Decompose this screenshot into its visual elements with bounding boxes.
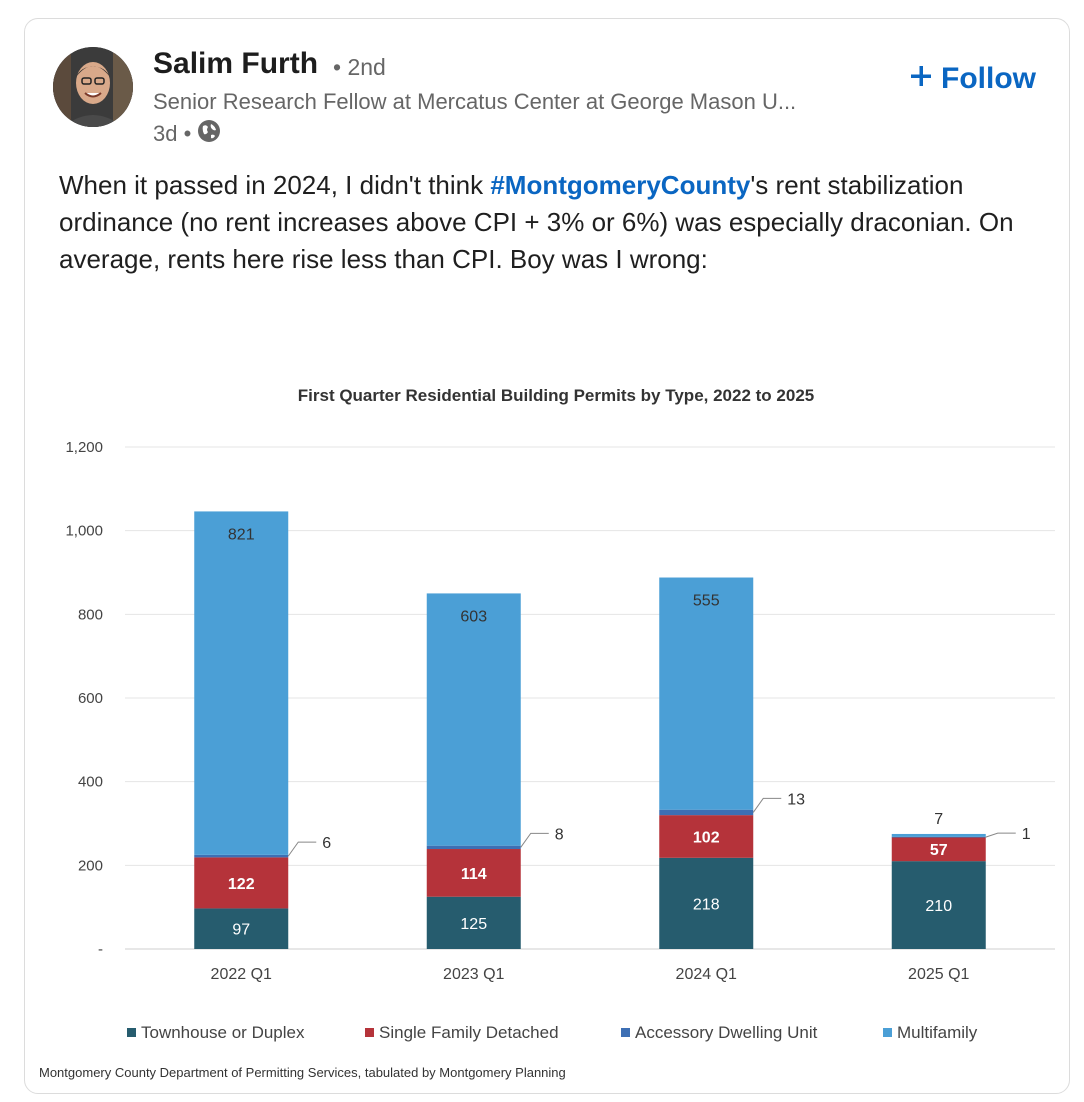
data-label: 57	[930, 842, 948, 859]
data-label: 13	[787, 791, 805, 808]
bar-segment	[426, 845, 521, 850]
y-tick-label: 1,000	[65, 523, 103, 540]
bar-segment	[891, 837, 986, 862]
leader-line	[287, 841, 317, 857]
leader-line	[752, 797, 782, 813]
bar-segment	[891, 836, 986, 838]
chart-legend: Townhouse or Duplex Single Family Detache…	[127, 1023, 978, 1042]
post-text-end: 's rent stabilization ordinance (no rent…	[59, 170, 1014, 274]
data-label: 821	[228, 526, 255, 543]
legend-swatch	[883, 1028, 892, 1037]
plus-icon	[909, 62, 933, 96]
globe-icon	[197, 119, 221, 149]
permits-chart: First Quarter Residential Building Permi…	[39, 386, 1055, 1080]
y-tick-label: 1,200	[65, 439, 103, 456]
data-label: 1	[1022, 826, 1031, 843]
author-headline: Senior Research Fellow at Mercatus Cente…	[153, 89, 797, 114]
chart-data-labels: 97 122 821 6 125 114 603 8 218 102 555 13 210 57 7 1	[228, 526, 1031, 938]
bar-segment	[426, 849, 521, 897]
connection-degree: • 2nd	[333, 54, 386, 80]
data-label: 210	[925, 898, 952, 915]
post-card: Salim Furth • 2nd Senior Research Fellow…	[24, 18, 1070, 1094]
chart-title: First Quarter Residential Building Permi…	[298, 386, 814, 405]
y-axis-ticks: - 200 400 600 800 1,000 1,200	[65, 439, 103, 958]
legend-label: Accessory Dwelling Unit	[635, 1023, 818, 1042]
x-tick-label: 2025 Q1	[908, 966, 969, 983]
data-label: 6	[322, 835, 331, 852]
bar-segment	[659, 815, 754, 858]
data-label: 603	[460, 608, 487, 625]
legend-swatch	[621, 1028, 630, 1037]
bar-segment	[891, 833, 986, 837]
post-time: 3d •	[153, 121, 192, 146]
legend-swatch	[365, 1028, 374, 1037]
chart-source: Montgomery County Department of Permitti…	[39, 1065, 566, 1080]
data-label: 218	[693, 896, 720, 913]
bar-segment	[659, 857, 754, 949]
avatar-photo	[53, 47, 133, 127]
bar-segment	[426, 593, 521, 846]
author-name[interactable]: Salim Furth	[153, 47, 319, 80]
y-tick-label: 600	[78, 690, 103, 707]
data-label: 114	[461, 866, 487, 883]
legend-label: Townhouse or Duplex	[141, 1023, 305, 1042]
bar-segment	[659, 577, 754, 810]
post-text-start: When it passed in 2024, I didn't think	[59, 170, 491, 200]
data-label: 102	[693, 829, 720, 846]
data-label: 7	[934, 811, 943, 828]
data-label: 97	[232, 922, 250, 939]
follow-label: Follow	[941, 62, 1036, 95]
legend-swatch	[127, 1028, 136, 1037]
chart-bars	[194, 511, 986, 949]
leader-line	[985, 832, 1016, 838]
bar-segment	[659, 809, 754, 816]
bar-segment	[194, 854, 289, 858]
hashtag-link[interactable]: #MontgomeryCounty	[490, 170, 751, 200]
data-label: 555	[693, 593, 720, 610]
y-tick-label: 400	[78, 774, 103, 791]
author-avatar[interactable]	[53, 47, 133, 127]
legend-label: Multifamily	[897, 1023, 978, 1042]
x-tick-label: 2023 Q1	[443, 966, 504, 983]
post-text: When it passed in 2024, I didn't think #…	[59, 167, 1039, 278]
data-label: 125	[460, 916, 487, 933]
x-tick-label: 2024 Q1	[676, 966, 737, 983]
data-label: 122	[228, 876, 255, 893]
y-tick-label: 200	[78, 857, 103, 874]
x-axis-ticks: 2022 Q1 2023 Q1 2024 Q1 2025 Q1	[211, 966, 970, 983]
bar-segment	[891, 861, 986, 949]
follow-button[interactable]: Follow	[903, 59, 1042, 99]
leader-line	[520, 832, 549, 848]
bar-segment	[426, 896, 521, 949]
data-label: 8	[555, 826, 564, 843]
y-tick-label: -	[98, 941, 103, 958]
y-tick-label: 800	[78, 606, 103, 623]
x-tick-label: 2022 Q1	[211, 966, 272, 983]
bar-segment	[194, 511, 289, 855]
bar-segment	[194, 908, 289, 949]
bar-segment	[194, 857, 289, 909]
post-meta: 3d •	[153, 119, 221, 149]
legend-label: Single Family Detached	[379, 1023, 559, 1042]
